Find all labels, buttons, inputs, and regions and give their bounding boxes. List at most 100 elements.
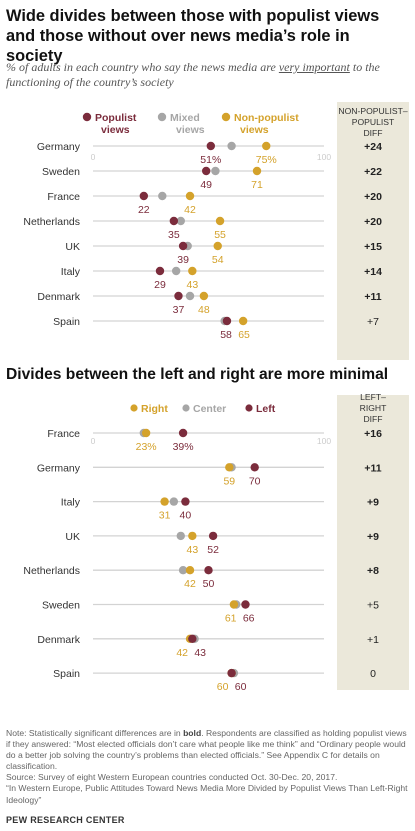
- value-label-nonpopulist-0-7: 65: [238, 329, 250, 341]
- dot-mixed-0-3: [176, 216, 185, 226]
- diff-value-1-1: +11: [364, 462, 381, 474]
- country-label-0-3: Netherlands: [23, 216, 80, 228]
- diff-header-line-1-0: LEFT–: [360, 392, 386, 402]
- note-pre: Note: Statistically significant differen…: [6, 728, 184, 738]
- dot-populist-0-2: [139, 191, 149, 201]
- dot-left-1-0: [178, 428, 188, 438]
- value-label-nonpopulist-0-3: 55: [214, 229, 226, 241]
- value-label-nonpopulist-0-4: 54: [212, 254, 224, 266]
- value-label-left-1-1: 70: [249, 475, 261, 487]
- country-label-1-7: Spain: [53, 668, 80, 680]
- diff-value-1-2: +9: [367, 497, 379, 509]
- dot-mixed-0-5: [171, 266, 181, 276]
- country-label-0-6: Denmark: [37, 291, 80, 303]
- value-label-right-1-2: 31: [159, 510, 171, 522]
- dot-populist-0-5: [155, 266, 165, 276]
- diff-value-1-3: +9: [367, 531, 379, 543]
- dot-right-1-5: [229, 600, 239, 609]
- axis-max-label-1: 100: [317, 436, 331, 446]
- legend-label-right: Right: [141, 403, 168, 415]
- legend-label-mixed-line2: views: [176, 124, 205, 136]
- dot-nonpopulist-0-2: [185, 191, 195, 201]
- axis-min-label-0: 0: [91, 152, 96, 162]
- value-label-populist-0-7: 58: [220, 329, 232, 341]
- value-label-populist-0-4: 39: [177, 254, 189, 266]
- dot-nonpopulist-0-5: [188, 266, 197, 276]
- value-label-right-1-4: 42: [184, 578, 196, 590]
- value-label-nonpopulist-0-2: 42: [184, 204, 196, 216]
- country-label-1-0: France: [47, 428, 80, 440]
- value-label-nonpopulist-0-5: 43: [186, 279, 198, 291]
- diff-value-0-1: +22: [364, 166, 382, 178]
- country-label-1-5: Sweden: [42, 600, 80, 612]
- value-label-populist-0-0: 51%: [200, 154, 221, 166]
- diff-value-0-2: +20: [364, 191, 382, 203]
- diff-value-0-7: +7: [367, 316, 379, 328]
- value-label-left-1-7: 60: [235, 681, 247, 693]
- chart-subtitle: % of adults in each country who say the …: [6, 60, 408, 90]
- dot-right-1-0: [141, 428, 151, 438]
- note-post: . Respondents are classified as holding …: [6, 728, 407, 772]
- dot-mixed-0-0: [227, 141, 236, 151]
- note-bold: bold: [183, 728, 202, 738]
- dot-nonpopulist-0-1: [252, 166, 262, 176]
- diff-value-0-3: +20: [364, 216, 382, 228]
- legend-dot-mixed: [157, 112, 167, 122]
- source-text: Source: Survey of eight Western European…: [6, 772, 338, 783]
- dot-center-1-3: [176, 531, 185, 541]
- diff-value-0-4: +15: [364, 241, 382, 253]
- value-label-nonpopulist-0-6: 48: [198, 304, 210, 316]
- subtitle-post: to the functioning of the country’s soci…: [6, 60, 380, 89]
- dot-mixed-0-2: [158, 191, 167, 201]
- value-label-right-1-1: 59: [223, 475, 235, 487]
- dot-populist-0-6: [174, 291, 183, 301]
- dot-left-1-3: [208, 531, 218, 541]
- value-label-left-1-2: 40: [180, 510, 192, 522]
- dot-nonpopulist-0-0: [262, 141, 271, 151]
- diff-value-0-0: +24: [364, 141, 382, 153]
- dot-left-1-7: [227, 668, 236, 678]
- diff-value-0-5: +14: [364, 266, 382, 278]
- country-label-0-5: Italy: [61, 266, 81, 278]
- dot-right-1-1: [225, 463, 234, 472]
- dot-right-1-3: [188, 531, 197, 541]
- chart-2-title: Divides between the left and right are m…: [6, 366, 389, 383]
- diff-value-0-6: +11: [364, 291, 381, 303]
- value-label-nonpopulist-0-0: 75%: [256, 154, 277, 166]
- legend-dot-populist: [82, 112, 92, 122]
- chart-title: Wide divides between those with populist…: [6, 7, 380, 65]
- country-label-0-1: Sweden: [42, 166, 80, 178]
- dot-nonpopulist-0-6: [199, 291, 209, 301]
- value-label-right-1-3: 43: [186, 544, 198, 556]
- subtitle-pre: % of adults in each country who say the …: [6, 60, 279, 74]
- legend-label-nonpopulist-line1: Non-populist: [234, 112, 299, 124]
- legend-label-mixed-line1: Mixed: [170, 112, 200, 124]
- value-label-left-1-3: 52: [207, 544, 219, 556]
- diff-header-line-0-0: NON-POPULIST–: [338, 106, 407, 116]
- legend-dot-nonpopulist: [221, 112, 231, 122]
- diff-header-line-1-1: RIGHT: [360, 403, 387, 413]
- country-label-1-3: UK: [65, 531, 80, 543]
- diff-header-line-0-2: DIFF: [363, 128, 382, 138]
- country-label-0-7: Spain: [53, 316, 80, 328]
- axis-max-label-0: 100: [317, 152, 331, 162]
- dot-nonpopulist-0-3: [215, 216, 225, 226]
- diff-value-1-7: 0: [370, 668, 376, 680]
- value-label-populist-0-2: 22: [138, 204, 150, 216]
- diff-column-band-0: [337, 102, 409, 360]
- dot-populist-0-4: [178, 241, 188, 251]
- diff-column-band-1: [337, 395, 409, 690]
- dot-left-1-6: [188, 634, 197, 643]
- legend-label-populist-line2: views: [101, 124, 130, 136]
- legend-label-populist-line1: Populist: [95, 112, 137, 124]
- diff-value-1-5: +5: [367, 600, 379, 612]
- dot-mixed-0-1: [211, 166, 220, 176]
- legend-label-center: Center: [193, 403, 226, 415]
- country-label-1-1: Germany: [37, 462, 81, 474]
- dot-nonpopulist-0-7: [238, 316, 248, 326]
- dot-left-1-2: [181, 497, 190, 506]
- country-label-1-2: Italy: [61, 497, 81, 509]
- value-label-populist-0-1: 49: [200, 179, 212, 191]
- dot-nonpopulist-0-4: [213, 241, 222, 251]
- country-label-0-4: UK: [65, 241, 80, 253]
